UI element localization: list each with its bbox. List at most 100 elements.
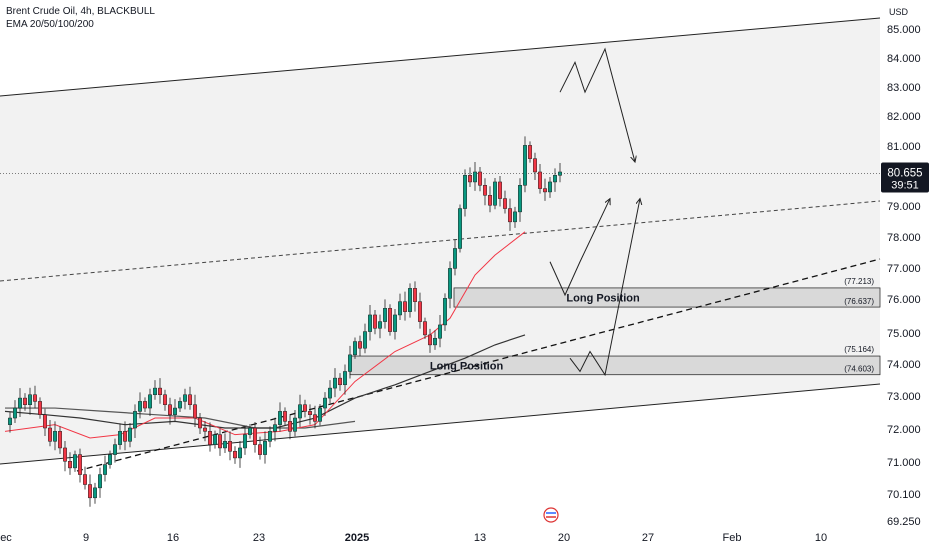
chart-legend: Brent Crude Oil, 4h, BLACKBULL EMA 20/50… [6, 5, 155, 31]
bull-candle [473, 171, 477, 183]
bull-candle [463, 175, 467, 209]
zone-bottom-value: (74.603) [844, 365, 874, 374]
y-tick-label: 77.000 [887, 263, 921, 275]
bull-candle [343, 371, 347, 386]
bull-candle [273, 424, 277, 432]
bear-candle [63, 447, 67, 462]
x-tick-label: Feb [723, 532, 742, 544]
channel-layer [0, 17, 881, 465]
bull-candle [493, 181, 497, 206]
bull-candle [153, 387, 157, 396]
bear-candle [313, 414, 317, 422]
zone-top-value: (75.164) [844, 345, 874, 354]
bear-candle [508, 208, 512, 223]
bull-candle [513, 211, 517, 223]
projection-path [569, 199, 640, 377]
bull-candle [93, 487, 97, 499]
bear-candle [423, 321, 427, 336]
projection-path [559, 47, 635, 162]
bull-candle [548, 181, 552, 193]
axis-layer: USD85.00084.00083.00082.00081.00080.0007… [0, 7, 929, 544]
bull-candle [393, 314, 397, 332]
bear-candle [428, 334, 432, 346]
bull-candle [113, 444, 117, 455]
bear-candle [58, 431, 62, 449]
bear-candle [198, 417, 202, 429]
y-tick-label: 84.000 [887, 53, 921, 65]
bull-candle [298, 404, 302, 419]
bull-candle [248, 427, 252, 435]
bear-candle [78, 454, 82, 475]
bull-candle [293, 417, 297, 432]
bull-candle [398, 301, 402, 316]
bull-candle [238, 447, 242, 459]
y-tick-label: 73.000 [887, 391, 921, 403]
bull-candle [73, 454, 77, 469]
zone-layer [349, 287, 881, 376]
y-tick-label: 76.000 [887, 294, 921, 306]
bear-candle [483, 185, 487, 196]
bear-candle [533, 158, 537, 173]
channel-midline [0, 200, 881, 282]
bull-candle [453, 248, 457, 269]
bull-candle [213, 434, 217, 445]
bear-candle [38, 401, 42, 415]
bull-candle [368, 314, 372, 332]
bear-candle [413, 288, 417, 302]
bull-candle [53, 431, 57, 442]
x-tick-label: ec [0, 532, 12, 544]
long-position-zone [453, 287, 881, 308]
bull-candle [523, 145, 527, 186]
bear-candle [208, 431, 212, 445]
bull-candle [278, 411, 282, 425]
bull-candle [383, 308, 387, 322]
bull-candle [138, 401, 142, 412]
zone-bottom-value: (76.637) [844, 297, 874, 306]
bear-candle [488, 195, 492, 206]
bear-candle [23, 397, 27, 405]
bull-candle [173, 407, 177, 415]
y-tick-label: 69.250 [887, 516, 921, 528]
bull-candle [263, 441, 267, 455]
bear-candle [33, 394, 37, 402]
bull-candle [148, 394, 152, 409]
bull-candle [378, 321, 382, 329]
bull-candle [443, 298, 447, 326]
bull-candle [553, 175, 557, 183]
bull-candle [448, 268, 452, 299]
y-tick-label: 83.000 [887, 82, 921, 94]
bull-candle [363, 331, 367, 349]
y-tick-label: 75.000 [887, 328, 921, 340]
bull-candle [408, 288, 412, 312]
bear-candle [68, 461, 72, 469]
bear-candle [218, 434, 222, 449]
bear-candle [538, 171, 542, 189]
y-tick-label: 72.000 [887, 424, 921, 436]
bear-candle [338, 377, 342, 386]
bear-candle [228, 441, 232, 452]
bull-candle [13, 407, 17, 419]
bull-candle [348, 354, 352, 372]
x-tick-label: 9 [83, 532, 89, 544]
bear-candle [303, 404, 307, 412]
bear-candle [158, 387, 162, 396]
x-tick-label: 10 [815, 532, 827, 544]
bear-candle [43, 414, 47, 429]
bull-candle [518, 185, 522, 213]
zone-label-layer: Long Position (77.213) (76.637) Long Positi… [430, 277, 874, 374]
bull-candle [268, 431, 272, 442]
bear-candle [308, 411, 312, 415]
y-tick-label: 70.100 [887, 489, 921, 501]
projection-layer [549, 47, 640, 377]
bear-candle [478, 171, 482, 186]
bull-candle [98, 474, 102, 489]
bear-candle [498, 181, 502, 199]
bear-candle [528, 145, 532, 159]
bull-candle [178, 401, 182, 409]
bear-candle [123, 431, 127, 442]
bull-candle [438, 324, 442, 339]
x-tick-label: 27 [642, 532, 654, 544]
bull-candle [328, 387, 332, 399]
